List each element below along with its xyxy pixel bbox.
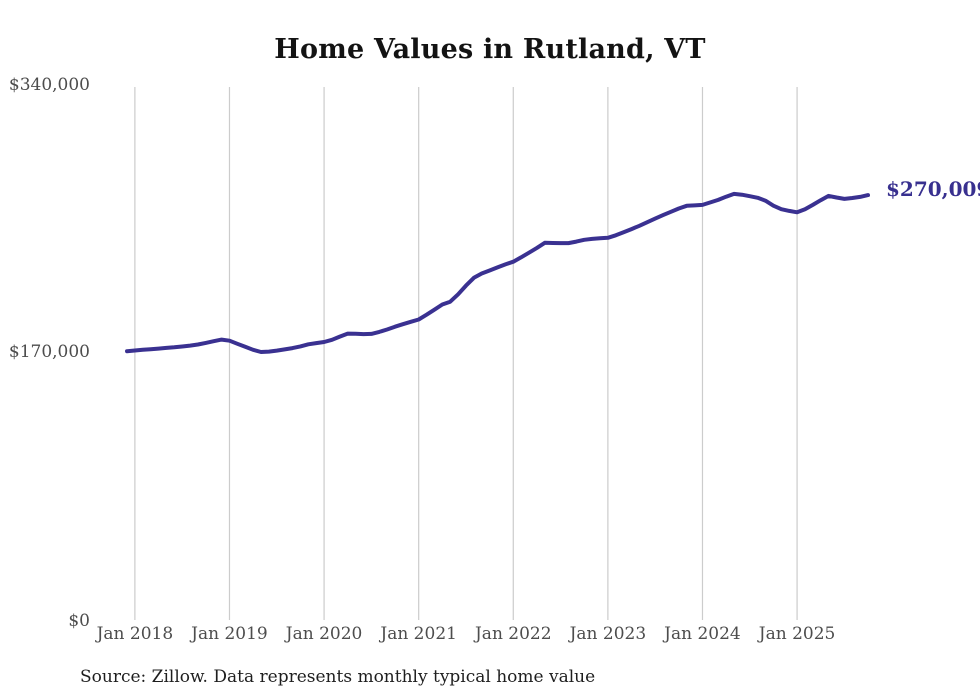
x-tick-label-jan-2025: Jan 2025 [758, 624, 836, 644]
home-value-line [125, 191, 870, 354]
chart-title: Home Values in Rutland, VT [274, 34, 706, 65]
x-tick-label-jan-2020: Jan 2020 [285, 624, 363, 644]
current-value-label: $270,009 [886, 177, 980, 201]
x-tick-label-jan-2022: Jan 2022 [474, 624, 552, 644]
x-tick-label-jan-2018: Jan 2018 [96, 624, 174, 644]
y-axis-tick-340000: $340,000 [8, 75, 90, 95]
x-tick-label-jan-2023: Jan 2023 [569, 624, 647, 644]
source-note: Source: Zillow. Data represents monthly … [80, 667, 596, 687]
x-tick-label-jan-2024: Jan 2024 [664, 624, 741, 644]
x-tick-label-jan-2021: Jan 2021 [380, 624, 457, 644]
y-axis-tick-170000: $170,000 [8, 342, 90, 362]
x-tick-label-jan-2019: Jan 2019 [191, 624, 268, 644]
y-axis-tick-0: $0 [68, 611, 90, 631]
